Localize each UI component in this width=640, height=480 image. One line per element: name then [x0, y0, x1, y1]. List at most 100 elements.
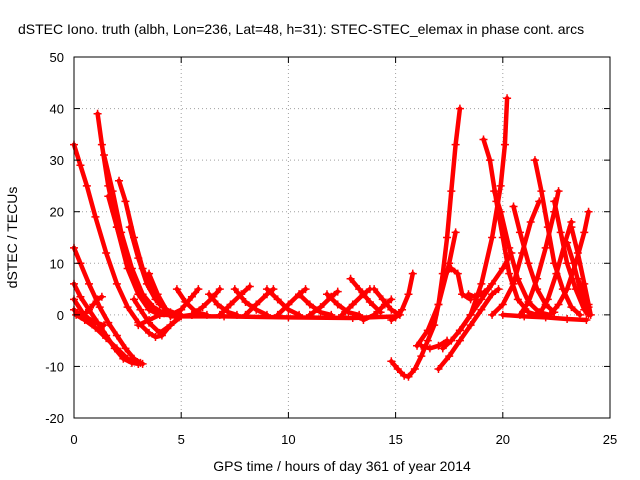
data-point-marker: [488, 279, 497, 288]
series-49: [545, 207, 593, 319]
data-point-marker: [423, 326, 432, 335]
data-point-marker: [284, 300, 293, 309]
data-point-marker: [125, 223, 134, 232]
data-point-marker: [162, 305, 171, 314]
data-point-marker: [348, 300, 357, 309]
y-tick-label: 0: [57, 308, 64, 323]
data-point-marker: [404, 290, 413, 299]
data-point-marker: [443, 233, 452, 242]
series-track: [489, 199, 542, 318]
data-point-marker: [455, 326, 464, 335]
data-point-marker: [316, 303, 325, 312]
data-point-marker: [151, 333, 160, 342]
series-7: [93, 109, 175, 319]
data-point-marker: [123, 303, 132, 312]
data-point-marker: [543, 223, 552, 232]
data-point-marker: [355, 285, 364, 294]
series-26: [322, 290, 364, 319]
data-point-marker: [584, 303, 593, 312]
data-point-marker: [136, 305, 145, 314]
data-point-marker: [541, 313, 550, 322]
series-track: [232, 286, 270, 318]
data-point-marker: [488, 233, 497, 242]
data-point-marker: [348, 313, 357, 322]
data-point-marker: [252, 300, 261, 309]
series-track: [371, 286, 403, 318]
data-point-marker: [404, 372, 413, 381]
data-point-marker: [496, 181, 505, 190]
y-tick-label: 20: [50, 205, 64, 220]
data-point-marker: [477, 305, 486, 314]
data-point-marker: [100, 321, 109, 330]
data-point-marker: [145, 328, 154, 337]
data-point-marker: [391, 313, 400, 322]
x-tick-label: 15: [388, 432, 402, 447]
y-tick-label: 50: [50, 50, 64, 65]
data-point-marker: [262, 285, 271, 294]
series-13: [134, 309, 177, 330]
data-point-marker: [513, 295, 522, 304]
data-point-marker: [166, 321, 175, 330]
x-tick-label: 5: [178, 432, 185, 447]
x-tick-label: 20: [496, 432, 510, 447]
series-track: [440, 250, 514, 351]
grid: [74, 57, 610, 418]
data-point-marker: [145, 316, 154, 325]
data-point-marker: [121, 197, 130, 206]
series-track: [481, 137, 540, 318]
data-point-marker: [284, 313, 293, 322]
data-point-marker: [445, 352, 454, 361]
data-point-marker: [554, 300, 563, 309]
data-point-marker: [524, 259, 533, 268]
series-track: [564, 240, 589, 312]
data-point-marker: [205, 290, 214, 299]
data-point-marker: [530, 156, 539, 165]
data-point-marker: [97, 292, 106, 301]
series-track: [307, 289, 340, 318]
data-point-marker: [505, 243, 514, 252]
y-axis-label: dSTEC / TECUs: [4, 187, 20, 289]
data-point-marker: [584, 207, 593, 216]
data-point-marker: [488, 310, 497, 319]
series-track: [168, 314, 398, 321]
data-point-marker: [91, 212, 100, 221]
data-point-marker: [423, 336, 432, 345]
data-points: [70, 94, 595, 381]
data-point-marker: [554, 187, 563, 196]
data-point-marker: [447, 336, 456, 345]
data-point-marker: [142, 279, 151, 288]
data-point-marker: [580, 228, 589, 237]
series-32: [387, 269, 417, 325]
data-point-marker: [187, 292, 196, 301]
data-point-marker: [76, 161, 85, 170]
data-point-marker: [82, 181, 91, 190]
data-point-marker: [301, 285, 310, 294]
series-track: [217, 284, 253, 318]
data-point-marker: [230, 285, 239, 294]
data-point-marker: [417, 352, 426, 361]
data-point-marker: [115, 176, 124, 185]
series-track: [131, 297, 182, 336]
data-point-marker: [89, 300, 98, 309]
data-point-marker: [104, 192, 113, 201]
series-52: [498, 310, 591, 325]
series-track: [264, 286, 302, 318]
data-point-marker: [166, 312, 175, 321]
series-30: [370, 285, 404, 319]
data-point-marker: [520, 312, 529, 321]
data-point-marker: [97, 140, 106, 149]
data-point-marker: [85, 279, 94, 288]
data-point-marker: [509, 279, 518, 288]
series-37: [434, 285, 503, 374]
data-point-marker: [466, 321, 475, 330]
y-tick-label: -10: [45, 359, 64, 374]
series-track: [414, 230, 458, 349]
data-point-marker: [490, 187, 499, 196]
plot-frame: [73, 56, 611, 419]
data-point-marker: [515, 228, 524, 237]
data-point-marker: [447, 264, 456, 273]
data-point-marker: [425, 344, 434, 353]
data-point-marker: [155, 310, 164, 319]
series-track: [436, 286, 501, 372]
